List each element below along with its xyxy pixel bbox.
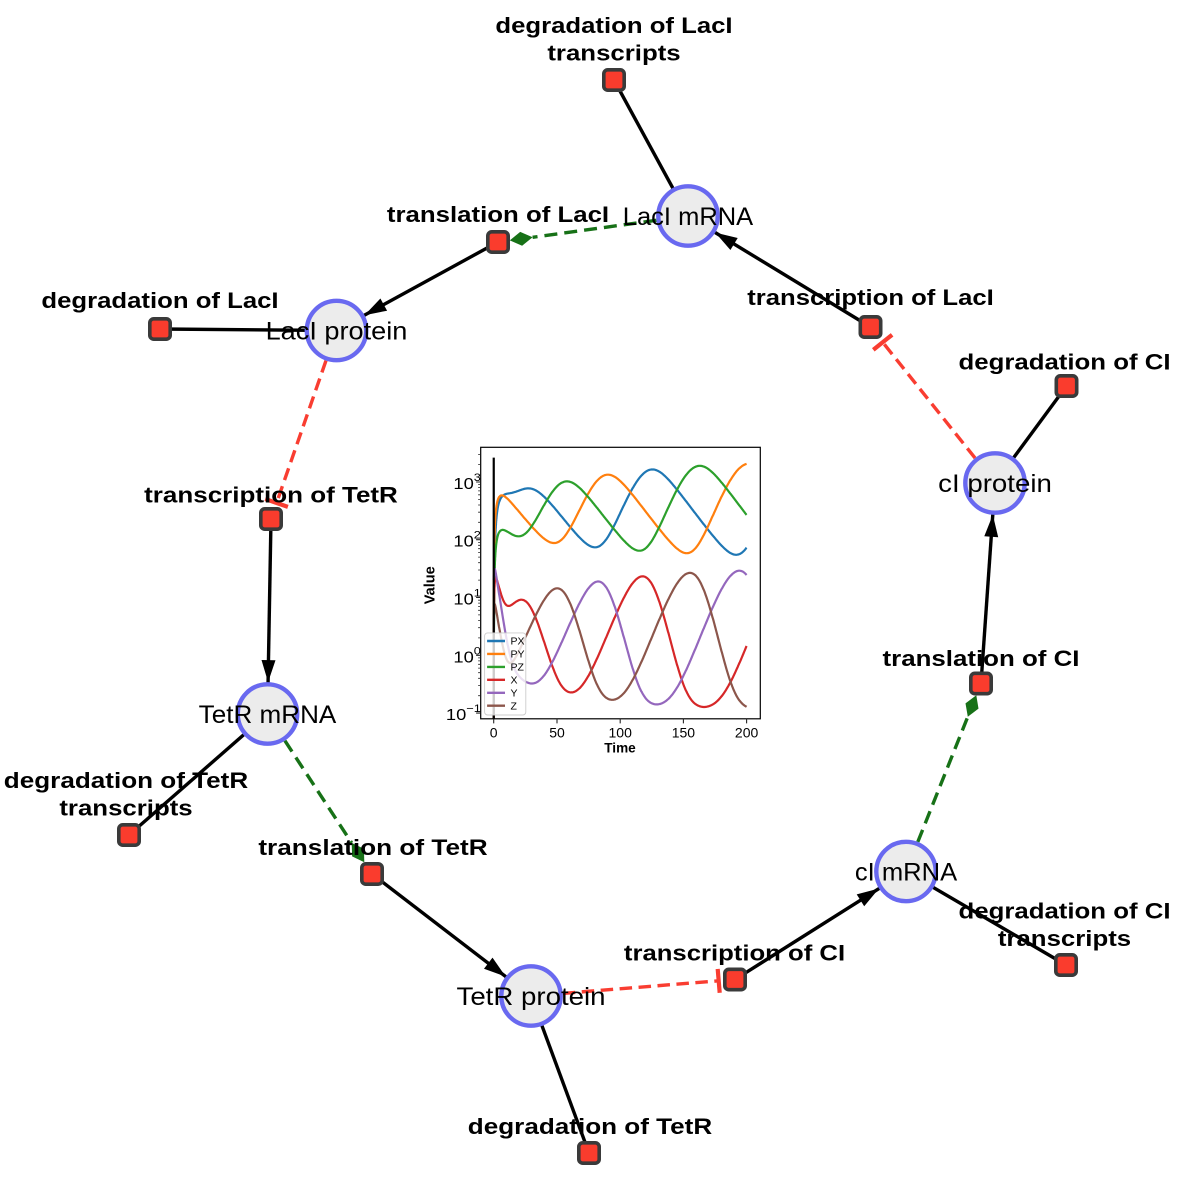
svg-text:1: 1 <box>474 588 481 600</box>
svg-text:degradation of LacI: degradation of LacI <box>495 13 732 38</box>
svg-text:degradation of CI: degradation of CI <box>959 899 1171 924</box>
svg-text:0: 0 <box>474 645 481 657</box>
svg-text:10: 10 <box>453 534 474 551</box>
svg-text:cI protein: cI protein <box>938 470 1052 498</box>
svg-text:degradation of LacI: degradation of LacI <box>41 288 278 313</box>
svg-text:X: X <box>511 674 518 686</box>
svg-text:10: 10 <box>453 476 474 493</box>
svg-text:degradation of TetR: degradation of TetR <box>4 768 248 793</box>
svg-text:transcripts: transcripts <box>998 926 1131 951</box>
svg-text:TetR mRNA: TetR mRNA <box>199 701 337 729</box>
svg-text:2: 2 <box>474 530 481 542</box>
svg-text:transcripts: transcripts <box>59 796 192 821</box>
svg-text:translation of TetR: translation of TetR <box>258 835 487 860</box>
svg-text:10: 10 <box>446 707 467 724</box>
svg-text:transcription of TetR: transcription of TetR <box>144 483 398 508</box>
svg-text:LacI mRNA: LacI mRNA <box>623 203 754 231</box>
svg-text:degradation of CI: degradation of CI <box>959 350 1171 375</box>
svg-text:−1: −1 <box>466 703 481 715</box>
svg-text:PY: PY <box>511 649 525 661</box>
svg-text:TetR protein: TetR protein <box>457 983 606 1011</box>
svg-text:LacI protein: LacI protein <box>266 318 408 346</box>
svg-text:150: 150 <box>672 725 696 741</box>
svg-text:Z: Z <box>511 700 518 712</box>
svg-text:transcription of LacI: transcription of LacI <box>747 285 994 310</box>
svg-text:10: 10 <box>453 649 474 666</box>
svg-text:translation of CI: translation of CI <box>883 646 1080 671</box>
svg-text:10: 10 <box>453 592 474 609</box>
svg-text:transcripts: transcripts <box>547 41 680 66</box>
svg-text:200: 200 <box>735 725 759 741</box>
svg-text:100: 100 <box>609 725 633 741</box>
svg-text:transcription of CI: transcription of CI <box>624 941 845 966</box>
svg-text:degradation of TetR: degradation of TetR <box>468 1114 712 1139</box>
svg-text:Value: Value <box>423 566 439 604</box>
svg-text:50: 50 <box>549 725 565 741</box>
svg-text:3: 3 <box>474 472 481 484</box>
svg-text:Y: Y <box>511 687 518 699</box>
svg-text:cI mRNA: cI mRNA <box>855 859 958 887</box>
svg-text:0: 0 <box>490 725 498 741</box>
svg-text:PX: PX <box>511 636 525 648</box>
svg-text:translation of LacI: translation of LacI <box>387 202 609 227</box>
svg-text:Time: Time <box>604 740 636 755</box>
svg-text:PZ: PZ <box>511 662 525 674</box>
